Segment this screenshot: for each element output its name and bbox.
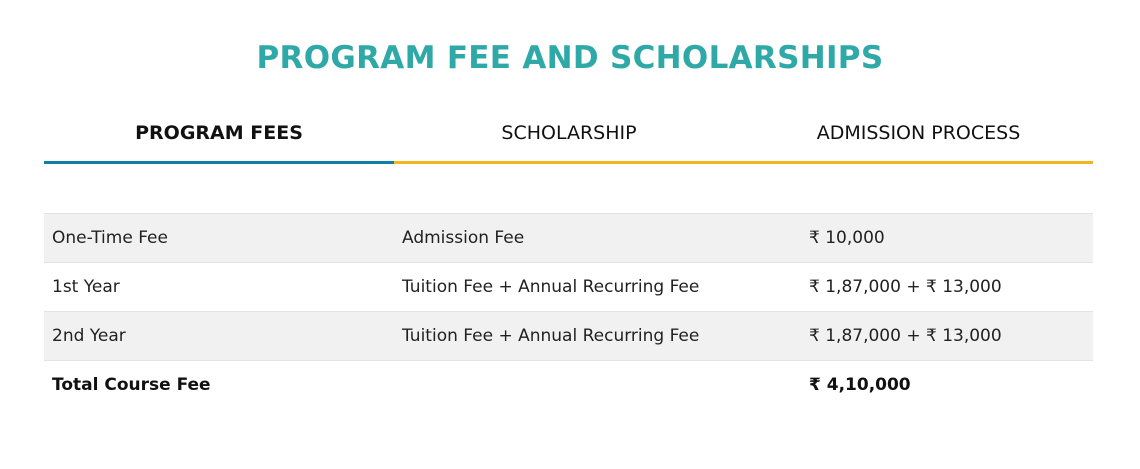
tab-scholarship[interactable]: SCHOLARSHIP [394, 108, 744, 164]
fee-amount: ₹ 10,000 [801, 213, 1093, 263]
fee-table: One-Time Fee Admission Fee ₹ 10,000 1st … [44, 213, 1093, 409]
fee-type: Tuition Fee + Annual Recurring Fee [394, 262, 801, 312]
tab-program-fees[interactable]: PROGRAM FEES [44, 108, 394, 164]
fee-period: 2nd Year [44, 311, 394, 361]
tab-bar: PROGRAM FEES SCHOLARSHIP ADMISSION PROCE… [44, 108, 1093, 164]
fee-amount: ₹ 1,87,000 + ₹ 13,000 [801, 262, 1093, 312]
table-row: 1st Year Tuition Fee + Annual Recurring … [44, 262, 1093, 312]
tab-admission-process[interactable]: ADMISSION PROCESS [744, 108, 1093, 164]
total-amount: ₹ 4,10,000 [801, 360, 1093, 409]
fee-type: Admission Fee [394, 213, 801, 263]
table-row: 2nd Year Tuition Fee + Annual Recurring … [44, 311, 1093, 361]
fee-period: 1st Year [44, 262, 394, 312]
empty-cell [394, 360, 801, 409]
fee-period: One-Time Fee [44, 213, 394, 263]
total-row: Total Course Fee ₹ 4,10,000 [44, 360, 1093, 409]
fee-type: Tuition Fee + Annual Recurring Fee [394, 311, 801, 361]
page-title: PROGRAM FEE AND SCHOLARSHIPS [256, 40, 884, 76]
total-label: Total Course Fee [44, 360, 394, 409]
table-row: One-Time Fee Admission Fee ₹ 10,000 [44, 213, 1093, 263]
fee-amount: ₹ 1,87,000 + ₹ 13,000 [801, 311, 1093, 361]
